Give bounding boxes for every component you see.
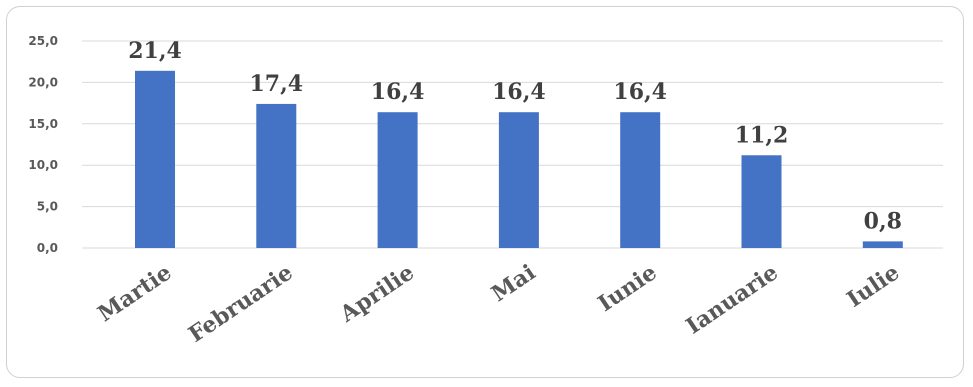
bar-martie <box>135 70 175 248</box>
y-tick-label: 20,0 <box>28 75 58 89</box>
data-label: 0,8 <box>864 208 902 234</box>
bar-mai <box>498 112 539 248</box>
x-tick-label: Mai <box>487 259 540 307</box>
data-label: 17,4 <box>250 71 304 97</box>
x-tick-label: Iulie <box>842 259 904 312</box>
bar-iulie <box>862 241 903 248</box>
data-label: 16,4 <box>371 79 425 105</box>
data-label: 16,4 <box>492 79 546 105</box>
y-tick-label: 0,0 <box>37 241 58 255</box>
y-tick-label: 15,0 <box>28 117 58 131</box>
data-label: 21,4 <box>128 38 182 64</box>
x-tick-label: Martie <box>93 259 176 327</box>
bar-februarie <box>256 103 297 248</box>
y-tick-label: 5,0 <box>37 200 58 214</box>
x-tick-label: Februarie <box>184 259 298 347</box>
bar-aprilie <box>377 112 418 248</box>
data-label: 16,4 <box>613 79 667 105</box>
y-tick-label: 10,0 <box>28 158 58 172</box>
y-tick-label: 25,0 <box>28 34 58 48</box>
x-tick-label: Ianuarie <box>681 259 782 339</box>
x-tick-label: Iunie <box>593 259 661 317</box>
bar-iunie <box>620 112 661 248</box>
x-tick-label: Aprilie <box>335 259 419 328</box>
bar-ianuarie <box>741 155 782 248</box>
data-label: 11,2 <box>735 122 789 148</box>
